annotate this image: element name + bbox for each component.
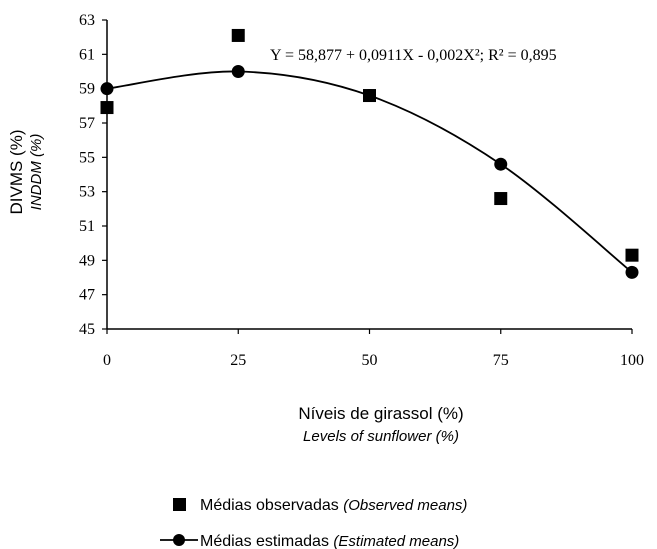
plot-area: 45 47 49 51 53 55 57 59 61 63 0 25 50 75 100: [79, 12, 644, 369]
observed-point: [231, 28, 245, 42]
regression-equation: Y = 58,877 + 0,0911X - 0,002X²; R² = 0,8…: [270, 47, 557, 64]
observed-point: [494, 192, 508, 206]
data-markers: [100, 28, 639, 279]
legend-estimated-sub: (Estimated means): [333, 533, 459, 549]
y-tick-label: 49: [79, 252, 95, 269]
x-tick-label: 50: [362, 352, 378, 369]
legend-estimated-name: Médias estimadas: [200, 533, 329, 549]
estimated-point: [363, 89, 376, 103]
y-tick-label: 47: [79, 287, 95, 304]
y-tick-label: 59: [79, 81, 95, 98]
estimated-point: [100, 82, 114, 96]
estimated-point: [625, 265, 639, 279]
estimated-point: [494, 157, 508, 171]
x-axis-subtitle: Levels of sunflower (%): [303, 428, 459, 445]
legend-label-estimated: Médias estimadas (Estimated means): [200, 533, 459, 549]
legend-circle-marker: [173, 534, 185, 546]
y-tick-label: 61: [79, 46, 95, 63]
legend-observed-sub: (Observed means): [343, 497, 467, 514]
y-tick-label: 51: [79, 218, 95, 235]
observed-point: [100, 101, 114, 115]
legend: Médias observadas (Observed means) Média…: [160, 497, 467, 549]
estimated-point: [231, 65, 245, 78]
x-tick-label: 100: [620, 352, 644, 369]
observed-point: [625, 248, 639, 262]
y-tick-label: 53: [79, 184, 95, 201]
legend-label-observed: Médias observadas (Observed means): [200, 497, 467, 514]
x-axis-title: Níveis de girassol (%): [298, 404, 463, 423]
y-axis-subtitle: INDDM (%): [28, 134, 45, 211]
y-tick-label: 55: [79, 149, 95, 166]
x-tick-label: 0: [103, 352, 111, 369]
y-ticks: 45 47 49 51 53 55 57 59 61 63: [79, 12, 107, 338]
x-ticks: 0 25 50 75 100: [103, 329, 644, 369]
y-tick-label: 63: [79, 12, 95, 29]
x-tick-label: 25: [230, 352, 246, 369]
y-tick-label: 45: [79, 321, 95, 338]
legend-observed-name: Médias observadas: [200, 497, 339, 514]
legend-square-marker: [173, 498, 186, 511]
x-tick-label: 75: [493, 352, 509, 369]
y-tick-label: 57: [79, 115, 95, 132]
y-axis-title: DIVMS (%): [7, 130, 26, 215]
